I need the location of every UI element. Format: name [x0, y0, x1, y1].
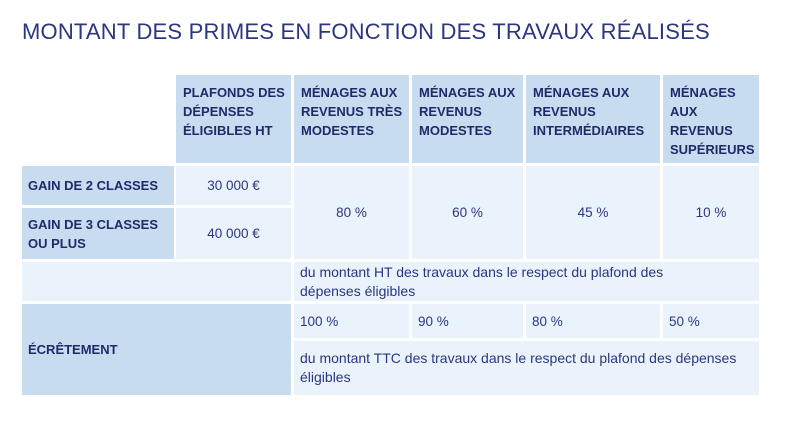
row-label-gain2: GAIN DE 2 CLASSES [22, 166, 174, 205]
ecretement-superieurs-value: 50 % [669, 313, 700, 329]
plafond-gain2: 30 000 € [176, 166, 291, 205]
prime-intermediaires-value: 45 % [577, 205, 609, 220]
ecretement-tres-modestes-value: 100 % [300, 313, 339, 329]
prime-tres-modestes: 80 % [294, 166, 409, 259]
header-tres-modestes: MÉNAGES AUX REVENUS TRÈS MODESTES [294, 75, 409, 163]
header-superieurs: MÉNAGES AUX REVENUS SUPÉRIEURS [663, 75, 759, 163]
row-label-ecretement: ÉCRÊTEMENT [22, 304, 291, 395]
ecretement-modestes: 90 % [412, 304, 523, 338]
note-ht-text: du montant HT des travaux dans le respec… [300, 263, 664, 299]
plafond-gain2-value: 30 000 € [207, 178, 260, 193]
note-ttc-text: du montant TTC des travaux dans le respe… [300, 350, 737, 385]
ecretement-intermediaires-value: 80 % [532, 313, 563, 329]
note-ttc: du montant TTC des travaux dans le respe… [294, 341, 759, 395]
row-label-gain3: GAIN DE 3 CLASSES OU PLUS [22, 208, 174, 259]
header-plafonds: PLAFONDS DES DÉPENSES ÉLIGIBLES HT [176, 75, 291, 163]
prime-modestes-value: 60 % [452, 205, 483, 220]
ecretement-modestes-value: 90 % [418, 313, 449, 329]
plafond-gain3: 40 000 € [176, 208, 291, 259]
ecretement-intermediaires: 80 % [526, 304, 660, 338]
prime-intermediaires: 45 % [526, 166, 660, 259]
ecretement-superieurs: 50 % [663, 304, 759, 338]
header-intermediaires: MÉNAGES AUX REVENUS INTERMÉDIAIRES [526, 75, 660, 163]
blank-note-left [22, 262, 291, 301]
ecretement-tres-modestes: 100 % [294, 304, 409, 338]
plafond-gain3-value: 40 000 € [207, 226, 260, 241]
prime-modestes: 60 % [412, 166, 523, 259]
prime-superieurs-value: 10 % [695, 205, 727, 220]
prime-tres-modestes-value: 80 % [336, 205, 367, 220]
page-title: MONTANT DES PRIMES EN FONCTION DES TRAVA… [22, 19, 710, 44]
prime-superieurs: 10 % [663, 166, 759, 259]
header-modestes: MÉNAGES AUX REVENUS MODESTES [412, 75, 523, 163]
note-ht: du montant HT des travaux dans le respec… [294, 262, 759, 301]
